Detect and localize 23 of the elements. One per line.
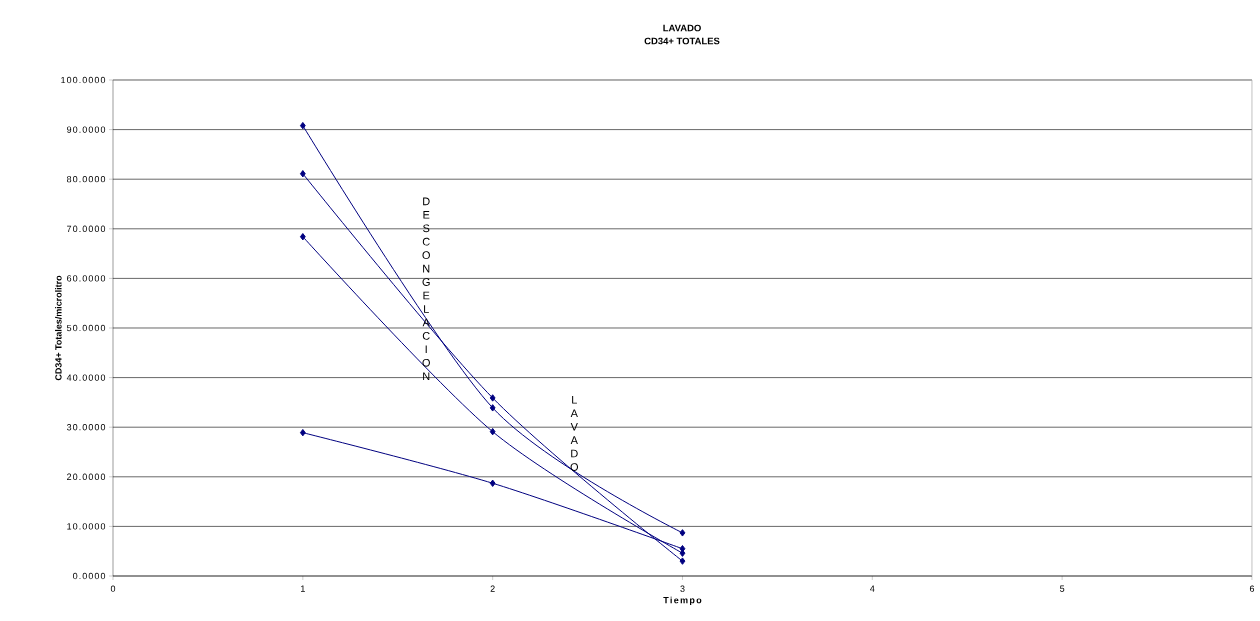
chart-title: LAVADO <box>663 24 701 32</box>
annotation: LAVADO <box>570 396 579 471</box>
y-tick-label: 80.0000 <box>67 176 106 183</box>
x-tick-label: 3 <box>680 585 685 592</box>
x-tick-label: 5 <box>1060 585 1065 592</box>
y-tick-label: 90.0000 <box>67 126 106 133</box>
x-tick-label: 4 <box>870 585 875 592</box>
y-axis-title: CD34+ Totales/microlitro <box>55 275 62 381</box>
chart-subtitle: CD34+ TOTALES <box>644 37 720 45</box>
y-tick-label: 20.0000 <box>67 473 106 480</box>
y-tick-label: 40.0000 <box>66 374 106 381</box>
x-tick-label: 1 <box>301 585 305 592</box>
y-tick-label: 60.0000 <box>67 275 106 282</box>
y-tick-label: 50.0000 <box>66 324 106 332</box>
x-axis-title: Tiempo <box>663 596 702 606</box>
y-tick-label: 0.0000 <box>73 572 106 580</box>
y-tick-label: 100.0000 <box>61 76 106 84</box>
y-tick-label: 10.0000 <box>67 523 106 530</box>
y-tick-label: 30.0000 <box>66 424 106 431</box>
x-tick-label: 2 <box>490 585 495 592</box>
x-tick-label: 6 <box>1249 585 1255 592</box>
x-tick-label: 0 <box>110 585 116 592</box>
y-tick-label: 70.0000 <box>67 225 106 232</box>
